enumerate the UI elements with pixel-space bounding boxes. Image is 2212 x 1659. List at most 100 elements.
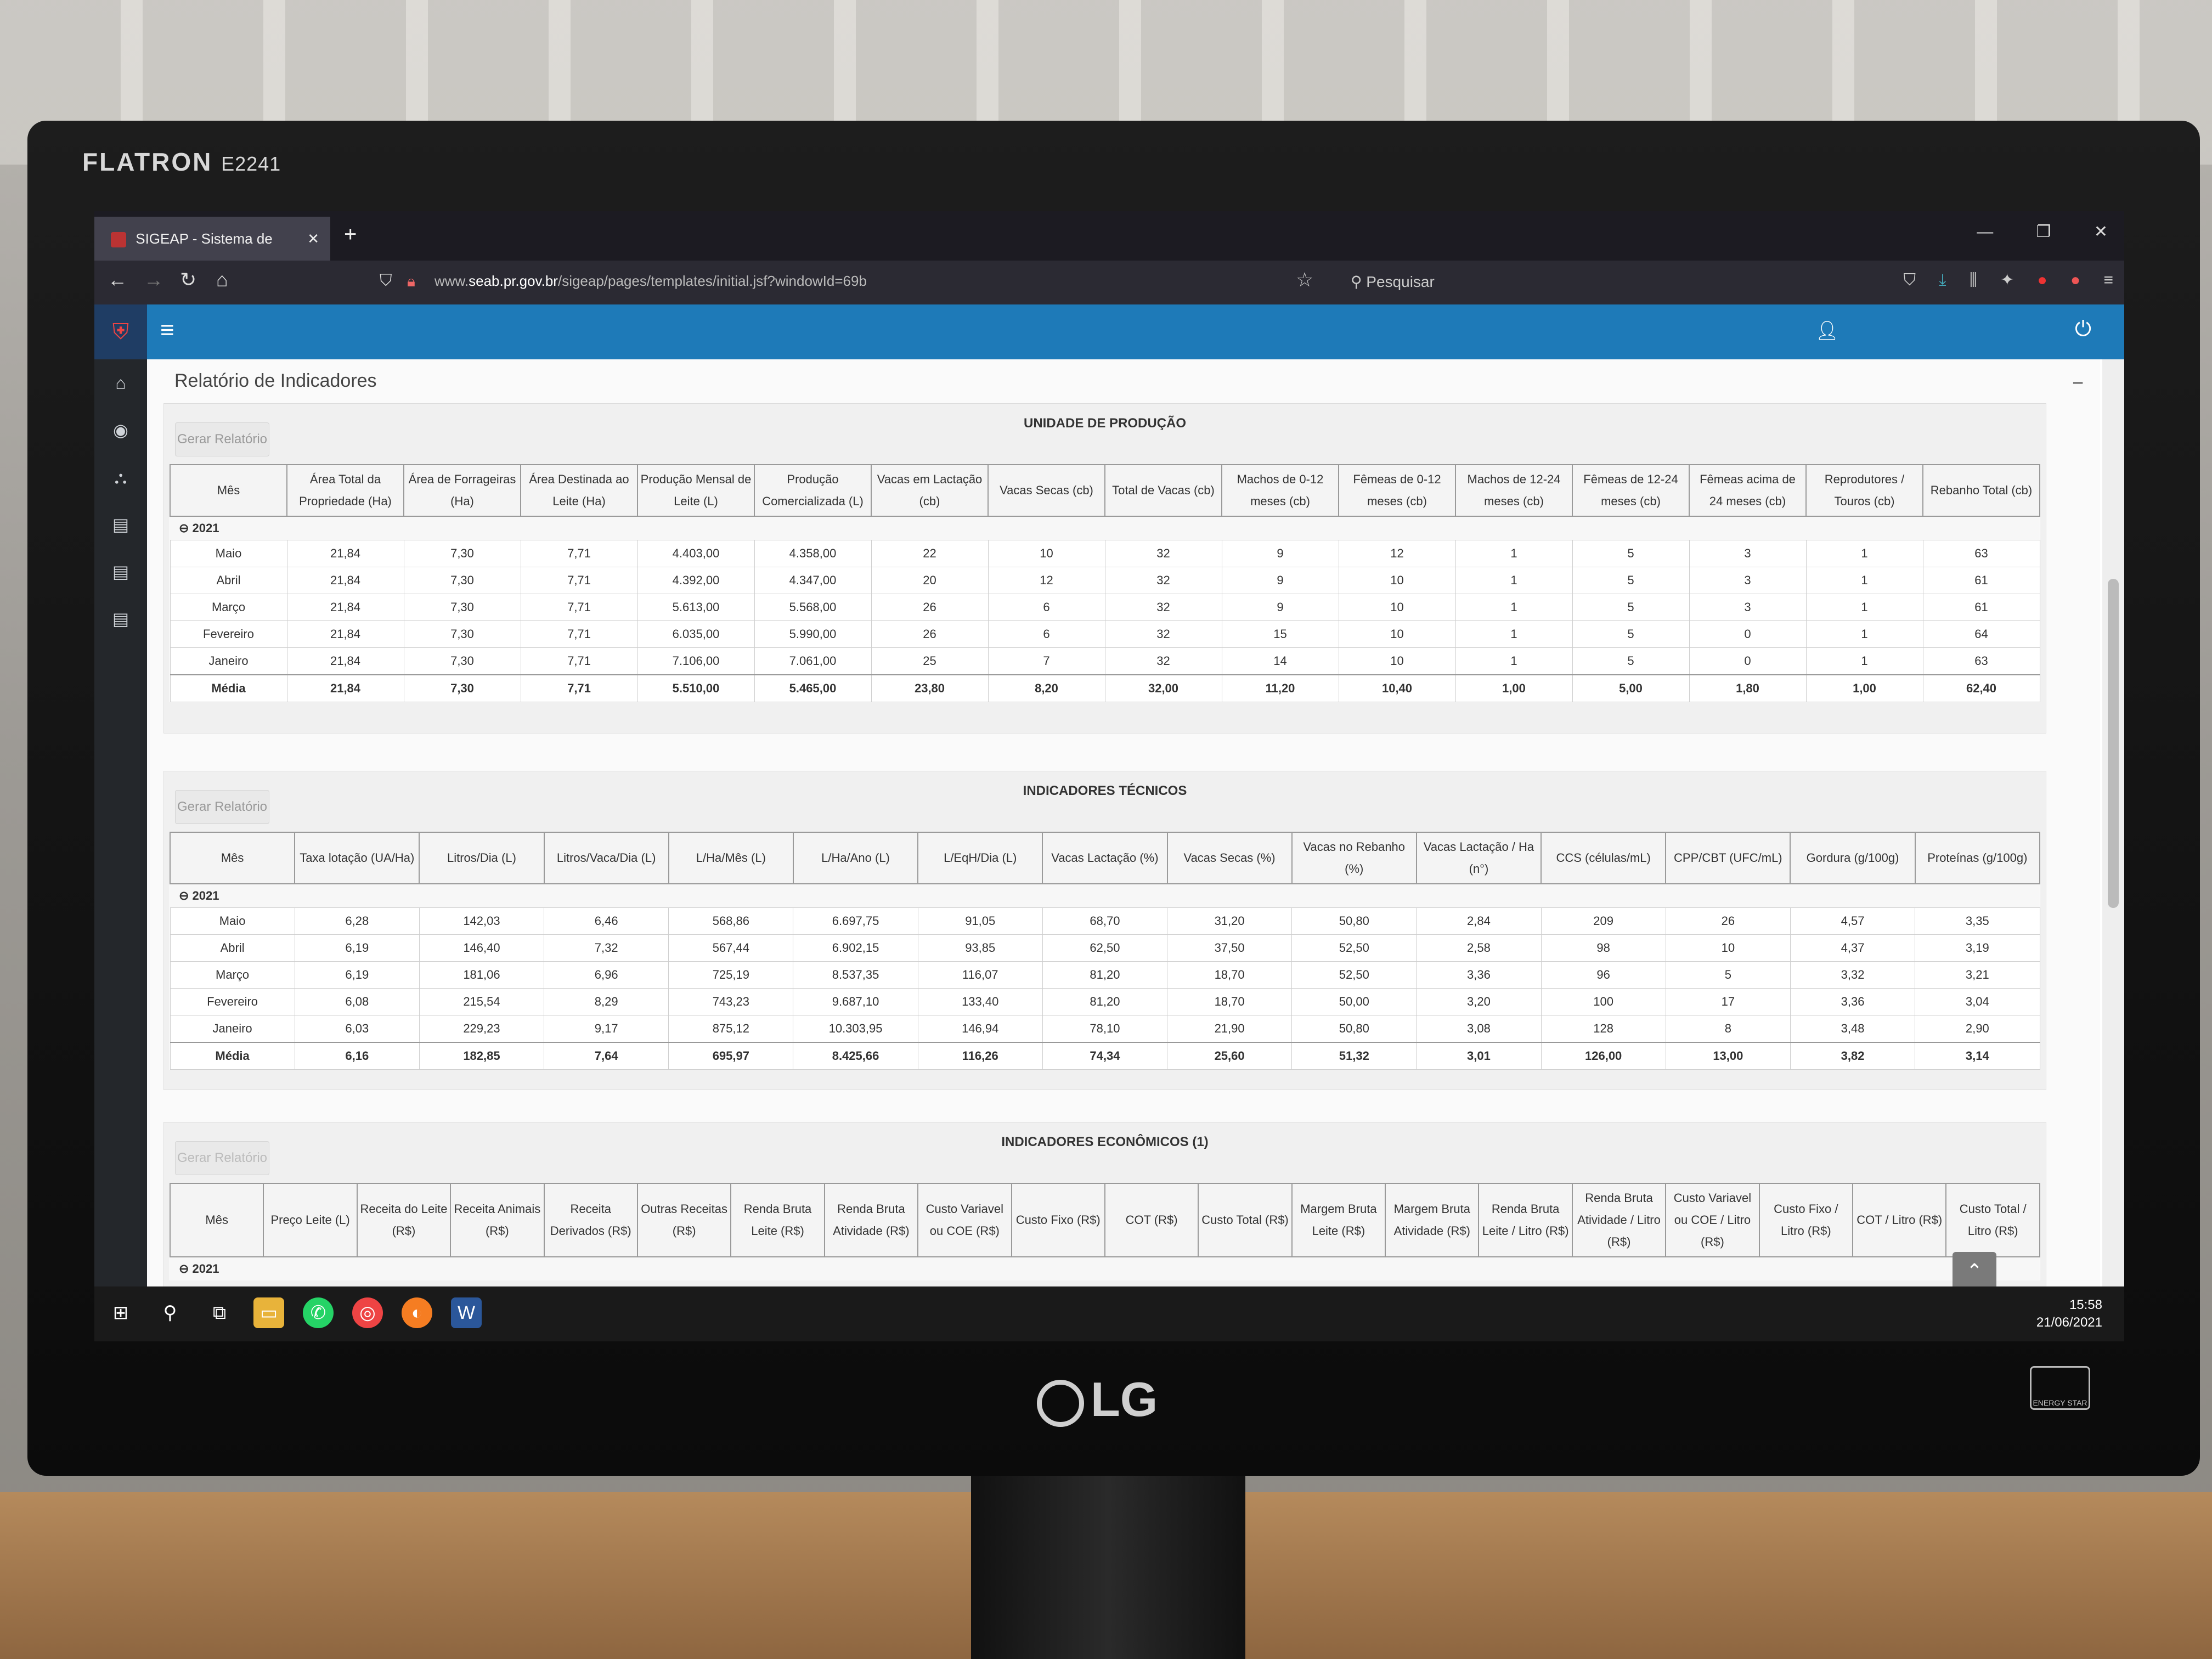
downloads-icon[interactable]: ⤓: [1939, 271, 1946, 289]
column-header[interactable]: Produção Mensal de Leite (L): [637, 464, 755, 517]
column-header[interactable]: Mês: [170, 464, 287, 517]
column-header[interactable]: Vacas no Rebanho (%): [1291, 832, 1417, 884]
column-header[interactable]: Renda Bruta Leite / Litro (R$): [1478, 1183, 1573, 1257]
year-group-row[interactable]: ⊖ 2021: [170, 884, 2040, 908]
chrome-icon[interactable]: ◎: [352, 1297, 383, 1328]
browser-tab[interactable]: SIGEAP - Sistema de Gerencian ✕: [94, 217, 330, 291]
column-header[interactable]: Fêmeas acima de 24 meses (cb): [1689, 464, 1807, 517]
library-icon[interactable]: ⫼: [1969, 271, 1977, 289]
taskbar-clock[interactable]: 15:58 21/06/2021: [2036, 1296, 2102, 1331]
column-header[interactable]: Rebanho Total (cb): [1922, 464, 2040, 517]
addon-red-icon[interactable]: ●: [2037, 271, 2047, 289]
column-header[interactable]: Custo Fixo / Litro (R$): [1758, 1183, 1854, 1257]
gerar-relatorio-button[interactable]: Gerar Relatório: [175, 422, 269, 456]
column-header[interactable]: Machos de 0-12 meses (cb): [1221, 464, 1339, 517]
sidebar-circle-icon[interactable]: ◉: [113, 420, 128, 440]
column-header[interactable]: Mês: [169, 1183, 264, 1257]
minimize-icon[interactable]: —: [1977, 223, 1994, 241]
scrollbar-thumb[interactable]: [2108, 579, 2119, 908]
column-header[interactable]: CCS (células/mL): [1541, 832, 1667, 884]
column-header[interactable]: Vacas Lactação / Ha (n°): [1415, 832, 1542, 884]
column-header[interactable]: Custo Variavel ou COE (R$): [917, 1183, 1012, 1257]
shield-icon[interactable]: ⛉: [380, 272, 392, 290]
lock-icon[interactable]: 🔒︎: [407, 273, 415, 290]
forward-icon[interactable]: →: [144, 268, 163, 291]
addon-orange-icon[interactable]: ●: [2070, 271, 2081, 289]
column-header[interactable]: Proteínas (g/100g): [1914, 832, 2041, 884]
collapse-icon[interactable]: −: [2072, 371, 2084, 394]
close-window-icon[interactable]: ✕: [2094, 223, 2108, 241]
column-header[interactable]: Margem Bruta Atividade (R$): [1385, 1183, 1480, 1257]
menu-icon[interactable]: ≡: [2103, 271, 2113, 289]
reload-icon[interactable]: ↻: [180, 268, 197, 291]
column-header[interactable]: Receita do Leite (R$): [356, 1183, 452, 1257]
year-group-row[interactable]: ⊖ 2021: [170, 1257, 2040, 1280]
extension-icon[interactable]: ✦: [2000, 271, 2015, 289]
hamburger-menu-icon[interactable]: ≡: [160, 317, 174, 343]
column-header[interactable]: Produção Comercializada (L): [754, 464, 872, 517]
new-tab-icon[interactable]: +: [344, 222, 357, 246]
column-header[interactable]: Área Destinada ao Leite (Ha): [520, 464, 638, 517]
column-header[interactable]: Margem Bruta Leite (R$): [1291, 1183, 1386, 1257]
back-icon[interactable]: ←: [108, 268, 127, 291]
column-header[interactable]: Mês: [169, 832, 296, 884]
firefox-icon[interactable]: ◐: [402, 1297, 432, 1328]
column-header[interactable]: Reprodutores / Touros (cb): [1805, 464, 1923, 517]
sidebar-hierarchy-icon[interactable]: ⛬: [114, 467, 127, 487]
column-header[interactable]: Renda Bruta Atividade / Litro (R$): [1571, 1183, 1667, 1257]
column-header[interactable]: Gordura (g/100g): [1790, 832, 1916, 884]
column-header[interactable]: Fêmeas de 0-12 meses (cb): [1338, 464, 1456, 517]
page-scrollbar[interactable]: [2102, 359, 2124, 1286]
year-group-cell[interactable]: ⊖ 2021: [170, 516, 2040, 540]
year-group-cell[interactable]: ⊖ 2021: [170, 884, 2040, 908]
column-header[interactable]: Litros/Vaca/Dia (L): [543, 832, 669, 884]
collapse-group-icon[interactable]: ⊖: [179, 889, 193, 902]
year-group-cell[interactable]: ⊖ 2021: [170, 1257, 2040, 1280]
column-header[interactable]: COT (R$): [1104, 1183, 1199, 1257]
column-header[interactable]: Litros/Dia (L): [419, 832, 545, 884]
start-icon[interactable]: ⊞: [112, 1302, 129, 1323]
whatsapp-icon[interactable]: ✆: [303, 1297, 334, 1328]
power-icon[interactable]: ⏻: [2074, 318, 2091, 341]
column-header[interactable]: Total de Vacas (cb): [1104, 464, 1222, 517]
column-header[interactable]: Preço Leite (L): [263, 1183, 358, 1257]
column-header[interactable]: Outras Receitas (R$): [636, 1183, 732, 1257]
scroll-top-button[interactable]: ⌃: [1953, 1252, 1996, 1290]
word-icon[interactable]: W: [451, 1297, 482, 1328]
column-header[interactable]: Vacas Secas (%): [1166, 832, 1293, 884]
column-header[interactable]: Machos de 12-24 meses (cb): [1455, 464, 1573, 517]
column-header[interactable]: Taxa lotação (UA/Ha): [294, 832, 420, 884]
pocket-icon[interactable]: ⛉: [1903, 271, 1916, 289]
user-icon[interactable]: 👤︎: [1815, 320, 1839, 341]
search-icon[interactable]: ⚲: [163, 1302, 177, 1323]
column-header[interactable]: Receita Derivados (R$): [543, 1183, 638, 1257]
column-header[interactable]: L/Ha/Ano (L): [792, 832, 919, 884]
column-header[interactable]: Área Total da Propriedade (Ha): [286, 464, 404, 517]
restore-icon[interactable]: ❐: [2036, 223, 2051, 241]
task-view-icon[interactable]: ⧉: [212, 1302, 227, 1323]
sidebar-file-icon[interactable]: ▤: [112, 609, 129, 629]
sidebar-home-icon[interactable]: ⌂: [115, 373, 126, 393]
sidebar-document-icon[interactable]: ▤: [112, 515, 129, 534]
collapse-group-icon[interactable]: ⊖: [179, 1262, 193, 1276]
column-header[interactable]: Custo Fixo (R$): [1011, 1183, 1105, 1257]
column-header[interactable]: L/EqH/Dia (L): [917, 832, 1043, 884]
column-header[interactable]: Área de Forrageiras (Ha): [403, 464, 521, 517]
column-header[interactable]: Renda Bruta Leite (R$): [730, 1183, 825, 1257]
home-icon[interactable]: ⌂: [216, 268, 228, 291]
column-header[interactable]: Vacas Secas (cb): [988, 464, 1105, 517]
column-header[interactable]: CPP/CBT (UFC/mL): [1665, 832, 1791, 884]
column-header[interactable]: Fêmeas de 12-24 meses (cb): [1572, 464, 1690, 517]
gerar-relatorio-button[interactable]: Gerar Relatório: [175, 790, 269, 824]
file-explorer-icon[interactable]: ▭: [253, 1297, 284, 1328]
column-header[interactable]: Custo Total (R$): [1198, 1183, 1293, 1257]
search-box[interactable]: ⚲ Pesquisar: [1351, 273, 1435, 291]
column-header[interactable]: Renda Bruta Atividade (R$): [823, 1183, 919, 1257]
gerar-relatorio-button[interactable]: Gerar Relatório: [175, 1141, 269, 1175]
close-tab-icon[interactable]: ✕: [307, 230, 319, 247]
column-header[interactable]: Vacas Lactação (%): [1042, 832, 1168, 884]
column-header[interactable]: Custo Total / Litro (R$): [1945, 1183, 2040, 1257]
app-logo-icon[interactable]: ⛨: [94, 304, 147, 359]
address-bar[interactable]: www.seab.pr.gov.br/sigeap/pages/template…: [435, 273, 867, 290]
column-header[interactable]: COT / Litro (R$): [1852, 1183, 1947, 1257]
